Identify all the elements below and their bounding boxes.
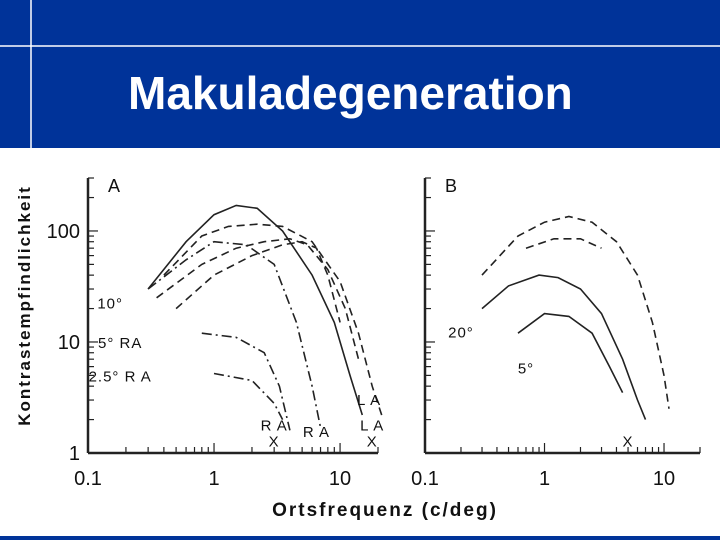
panel-A-y-tick-label: 10 xyxy=(58,332,80,354)
panel-B-letter: B xyxy=(445,176,457,196)
panel-A-annotation: 10° xyxy=(97,296,123,313)
panel-A-annotation: X xyxy=(269,433,280,450)
panel-A-x-tick-label: 1 xyxy=(208,468,219,490)
panel-A-annotation: R A xyxy=(261,417,288,434)
panel-A-series-4 xyxy=(175,240,341,323)
panel-B-annotation: 5° xyxy=(518,361,534,378)
panel-A-letter: A xyxy=(108,176,120,196)
panel-A-series-5 xyxy=(147,240,322,428)
panel-A-x-tick-label: 10 xyxy=(329,468,351,490)
panel-A-annotation: X xyxy=(367,433,378,450)
panel-A-y-tick-label: 1 xyxy=(69,443,80,465)
panel-A-annotation: 5° RA xyxy=(98,335,142,352)
panel-B-annotation: X xyxy=(623,433,634,450)
panel-B-x-tick-label: 10 xyxy=(653,468,675,490)
panel-A-annotation: R A xyxy=(303,424,330,441)
panel-A-series-7 xyxy=(213,372,284,420)
panel-A-series-1 xyxy=(147,204,364,416)
footer-bar xyxy=(0,536,720,540)
panel-B-series-4 xyxy=(517,312,624,393)
page-title: Makuladegeneration xyxy=(128,67,573,119)
panel-A-annotation: L A xyxy=(357,392,381,409)
panel-B-x-tick-label: 1 xyxy=(539,468,550,490)
panel-A-series-3 xyxy=(156,237,360,360)
panel-B-series-1 xyxy=(481,215,670,409)
x-axis-title: Ortsfrequenz (c/deg) xyxy=(272,500,498,521)
panel-A-series-2 xyxy=(163,223,384,420)
slide-header: Makuladegeneration xyxy=(0,0,720,148)
panel-B-x-tick-label: 0.1 xyxy=(411,468,439,490)
panel-B-annotation: 20° xyxy=(448,324,474,341)
panel-A-x-tick-label: 0.1 xyxy=(74,468,102,490)
panel-A-annotation: L A xyxy=(360,417,384,434)
header-background xyxy=(0,0,720,148)
panel-A-series-6 xyxy=(201,332,291,431)
panel-A-annotation: 2.5° R A xyxy=(89,369,152,386)
panel-A-y-tick-label: 100 xyxy=(47,221,80,243)
panel-B-series-3 xyxy=(481,274,647,420)
panel-B-series-2 xyxy=(525,238,602,249)
y-axis-title: Kontrastempfindlichkeit xyxy=(15,185,34,426)
